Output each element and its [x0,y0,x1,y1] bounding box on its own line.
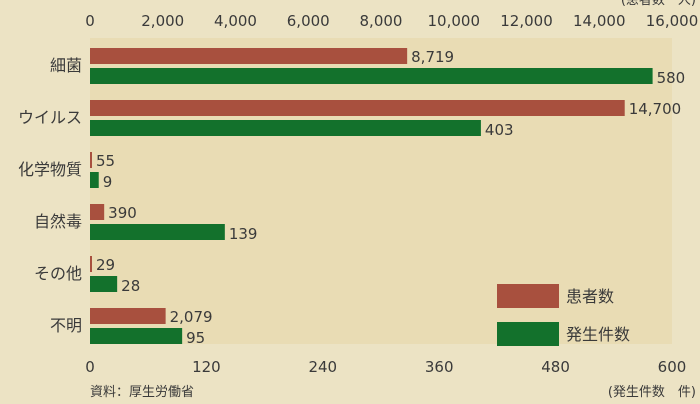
bar-patients [90,256,92,272]
top-axis-tick-label: 0 [85,12,95,30]
plot-area [90,38,672,344]
category-label: 細菌 [50,56,82,75]
top-axis-label: (患者数 人) [621,0,696,8]
bottom-axis-tick-label: 0 [85,358,95,376]
bar-patients [90,204,105,220]
legend-swatch-patients [497,284,559,308]
category-label: その他 [34,264,82,283]
category-label: 化学物質 [18,160,82,179]
bottom-axis-label: (発生件数 件) [608,385,696,400]
bar-incidents [90,224,225,240]
data-label-patients: 55 [96,152,115,170]
bar-patients [90,48,408,64]
top-axis-tick-label: 16,000 [646,12,699,30]
category-label: ウイルス [18,108,82,127]
data-label-incidents: 95 [186,329,205,347]
data-label-patients: 29 [96,256,115,274]
bar-patients [90,100,625,116]
data-label-patients: 14,700 [629,100,682,118]
bottom-axis-tick-label: 120 [192,358,221,376]
bar-incidents [90,172,99,188]
bar-incidents [90,120,481,136]
data-label-incidents: 9 [103,173,113,191]
bar-incidents [90,328,183,344]
data-label-patients: 2,079 [170,308,213,326]
source-note: 資料：厚生労働省 [90,385,194,400]
data-label-patients: 8,719 [411,48,454,66]
bar-incidents [90,276,118,292]
data-label-incidents: 28 [121,277,140,295]
data-label-incidents: 139 [229,225,258,243]
top-axis-tick-label: 6,000 [287,12,330,30]
top-axis-tick-label: 12,000 [500,12,553,30]
legend-swatch-incidents [497,322,559,346]
bar-incidents [90,68,653,84]
category-label: 自然毒 [34,212,82,231]
data-label-patients: 390 [108,204,137,222]
top-axis-tick-label: 4,000 [214,12,257,30]
top-axis-tick-label: 14,000 [573,12,626,30]
category-label: 不明 [50,316,82,335]
data-label-incidents: 403 [485,121,514,139]
data-label-incidents: 580 [657,69,686,87]
top-axis-tick-label: 2,000 [141,12,184,30]
legend-label-incidents: 発生件数 [566,325,630,344]
bottom-axis-tick-label: 360 [425,358,454,376]
bottom-axis-tick-label: 480 [541,358,570,376]
top-axis-tick-label: 10,000 [428,12,481,30]
bottom-axis-tick-label: 240 [308,358,337,376]
top-axis-tick-label: 8,000 [360,12,403,30]
bar-patients [90,308,166,324]
legend-label-patients: 患者数 [566,287,614,306]
bottom-axis-tick-label: 600 [658,358,687,376]
bar-patients [90,152,93,168]
